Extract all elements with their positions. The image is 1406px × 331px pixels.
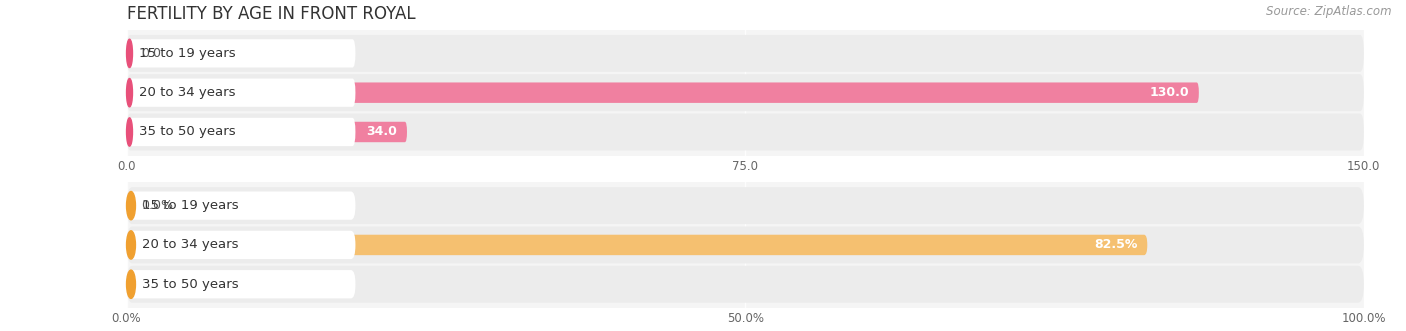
FancyBboxPatch shape: [127, 266, 1364, 303]
Text: 34.0: 34.0: [366, 125, 396, 138]
Text: 17.5%: 17.5%: [290, 278, 333, 291]
Circle shape: [127, 78, 132, 107]
FancyBboxPatch shape: [127, 74, 1364, 111]
Text: 35 to 50 years: 35 to 50 years: [139, 125, 235, 138]
Circle shape: [127, 39, 132, 68]
Text: 82.5%: 82.5%: [1094, 238, 1137, 252]
Text: 35 to 50 years: 35 to 50 years: [142, 278, 238, 291]
Circle shape: [127, 270, 135, 299]
Circle shape: [127, 118, 132, 146]
Text: 0.0: 0.0: [142, 47, 162, 60]
FancyBboxPatch shape: [127, 78, 356, 107]
Circle shape: [127, 231, 135, 259]
Text: 15 to 19 years: 15 to 19 years: [139, 47, 235, 60]
Circle shape: [127, 191, 135, 220]
FancyBboxPatch shape: [127, 187, 1364, 224]
Text: 130.0: 130.0: [1149, 86, 1189, 99]
Text: 0.0%: 0.0%: [142, 199, 173, 212]
FancyBboxPatch shape: [127, 82, 1199, 103]
FancyBboxPatch shape: [127, 122, 406, 142]
FancyBboxPatch shape: [127, 114, 1364, 151]
FancyBboxPatch shape: [127, 39, 356, 68]
Text: Source: ZipAtlas.com: Source: ZipAtlas.com: [1267, 5, 1392, 18]
FancyBboxPatch shape: [127, 235, 1147, 255]
Text: 20 to 34 years: 20 to 34 years: [139, 86, 235, 99]
FancyBboxPatch shape: [127, 270, 356, 299]
FancyBboxPatch shape: [127, 226, 1364, 263]
FancyBboxPatch shape: [127, 274, 343, 295]
Text: 15 to 19 years: 15 to 19 years: [142, 199, 238, 212]
FancyBboxPatch shape: [127, 231, 356, 259]
Text: 20 to 34 years: 20 to 34 years: [142, 238, 238, 252]
FancyBboxPatch shape: [127, 118, 356, 146]
FancyBboxPatch shape: [127, 35, 1364, 72]
Text: FERTILITY BY AGE IN FRONT ROYAL: FERTILITY BY AGE IN FRONT ROYAL: [127, 5, 415, 23]
FancyBboxPatch shape: [127, 191, 356, 220]
